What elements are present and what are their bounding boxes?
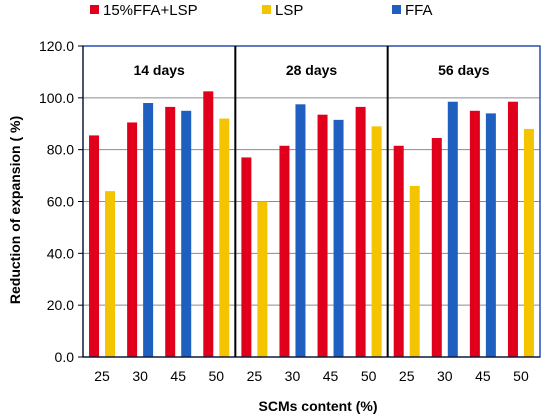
y-tick-label: 60.0: [47, 194, 74, 210]
bar-15-ffa-lsp: [165, 106, 176, 357]
bar-lsp: [523, 128, 534, 357]
panel-label: 14 days: [133, 62, 185, 78]
x-tick-label: 25: [94, 368, 110, 384]
bar-15-ffa-lsp: [241, 157, 252, 357]
bar-ffa: [295, 104, 306, 357]
bar-15-ffa-lsp: [279, 145, 290, 357]
x-tick-label: 30: [132, 368, 148, 384]
y-axis-ticks: 0.0 20.0 40.0 60.0 80.0 100.0 120.0: [39, 38, 83, 365]
x-tick-label: 25: [399, 368, 415, 384]
legend-swatch: [90, 5, 99, 14]
bar-lsp: [409, 185, 420, 357]
bar-15-ffa-lsp: [393, 145, 404, 357]
bar-lsp: [371, 126, 382, 357]
x-tick-label: 25: [247, 368, 263, 384]
bar-15-ffa-lsp: [89, 135, 100, 357]
x-tick-label: 50: [513, 368, 529, 384]
panel-label: 56 days: [438, 62, 490, 78]
bar-lsp: [105, 191, 116, 357]
x-tick-label: 30: [285, 368, 301, 384]
bar-15-ffa-lsp: [507, 101, 518, 358]
bar-ffa: [143, 103, 154, 358]
y-tick-label: 120.0: [39, 38, 74, 54]
x-tick-label: 45: [475, 368, 491, 384]
legend: 15%FFA+LSP LSP FFA: [90, 2, 433, 19]
panel-labels: 14 days 28 days 56 days: [133, 62, 489, 78]
legend-label: FFA: [405, 2, 433, 19]
y-tick-label: 80.0: [47, 142, 74, 158]
y-tick-label: 20.0: [47, 297, 74, 313]
panel-label: 28 days: [286, 62, 338, 78]
bar-ffa: [485, 113, 496, 357]
y-tick-label: 40.0: [47, 245, 74, 261]
bars: [89, 91, 534, 358]
legend-label: 15%FFA+LSP: [103, 2, 198, 19]
x-axis-ticks: 25 30 45 50 25 30 45 50 25 30 45 50: [94, 368, 529, 384]
x-tick-label: 45: [323, 368, 339, 384]
y-axis-title: Reduction of expansion ( %): [7, 116, 23, 304]
x-tick-label: 50: [209, 368, 225, 384]
bar-15-ffa-lsp: [317, 114, 328, 357]
bar-lsp: [219, 118, 230, 357]
y-tick-label: 0.0: [55, 349, 75, 365]
x-axis-title: SCMs content (%): [259, 398, 378, 414]
y-tick-label: 100.0: [39, 90, 74, 106]
legend-swatch: [392, 5, 401, 14]
legend-label: LSP: [275, 2, 303, 19]
bar-lsp: [257, 201, 268, 357]
bar-15-ffa-lsp: [431, 138, 442, 357]
bar-15-ffa-lsp: [469, 110, 480, 358]
gridlines: [83, 97, 540, 306]
bar-ffa: [181, 110, 192, 358]
x-tick-label: 45: [170, 368, 186, 384]
x-tick-label: 30: [437, 368, 453, 384]
bar-ffa: [447, 101, 458, 358]
bar-15-ffa-lsp: [355, 106, 366, 357]
legend-swatch: [262, 5, 271, 14]
bar-15-ffa-lsp: [127, 122, 138, 358]
bar-ffa: [333, 119, 344, 357]
bar-15-ffa-lsp: [203, 91, 214, 358]
x-tick-label: 50: [361, 368, 377, 384]
